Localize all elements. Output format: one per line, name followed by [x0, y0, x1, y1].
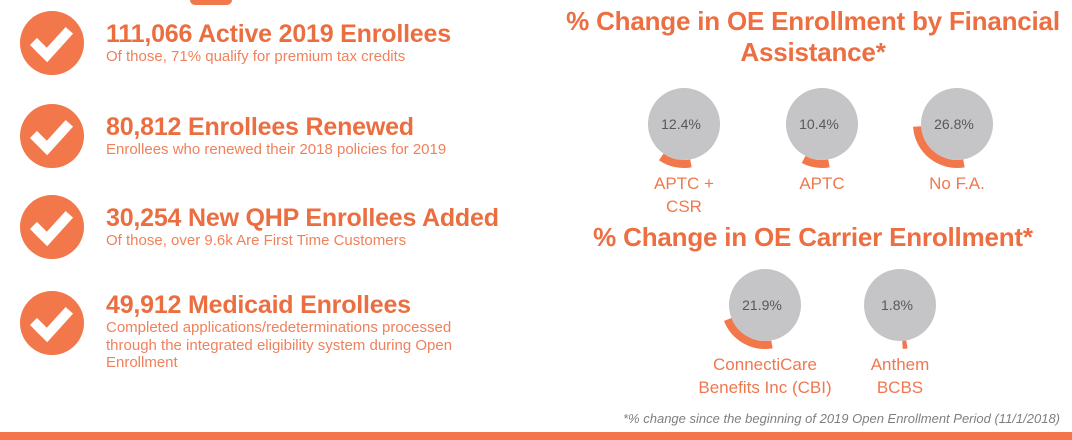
bottom-accent-bar [0, 432, 1072, 440]
checkmark-icon [20, 11, 84, 75]
stat-detail: Completed applications/redeterminations … [106, 319, 453, 371]
footnote: *% change since the beginning of 2019 Op… [623, 411, 1060, 426]
gauge-chart: 1.8% [864, 269, 936, 349]
checkmark-icon [20, 291, 84, 355]
gauge-label: APTC + CSR [654, 174, 714, 216]
stat-row-medicaid-enrollees: 49,912 Medicaid Enrollees Completed appl… [20, 291, 558, 372]
gauge-row-financial-assistance: 12.4% APTC + CSR 10.4% APTC 26.8% No F.A. [558, 82, 1068, 216]
gauge-circle [921, 88, 993, 160]
chart-title-financial-assistance: % Change in OE Enrollment by Financial A… [566, 6, 1060, 67]
stat-headline: 111,066 Active 2019 Enrollees [106, 20, 451, 49]
gauge-circle [864, 269, 936, 341]
gauge-label: No F.A. [929, 174, 985, 193]
gauge-value: 21.9% [742, 297, 782, 313]
gauge-chart: 21.9% [723, 269, 801, 349]
stat-headline: 49,912 Medicaid Enrollees [106, 291, 411, 319]
gauge-label: Anthem BCBS [870, 355, 930, 397]
stat-headline: 30,254 New QHP Enrollees Added [106, 204, 499, 233]
gauge-chart: 12.4% [648, 88, 720, 168]
stat-text: 49,912 Medicaid Enrollees Completed appl… [106, 291, 558, 372]
gauge-value: 26.8% [934, 116, 974, 132]
gauge-row-carrier-enrollment: 21.9% ConnectiCare Benefits Inc (CBI) 1.8%… [558, 263, 1068, 397]
stat-detail: Of those, over 9.6k Are First Time Custo… [106, 232, 407, 250]
gauge-circle [729, 269, 801, 341]
gauge-connecticare-benefits-inc-cbi: 21.9% ConnectiCare Benefits Inc (CBI) [680, 265, 850, 399]
stat-row-active-enrollees: 111,066 Active 2019 Enrollees Of those, … [20, 11, 558, 75]
gauge-anthem-bcbs: 1.8% Anthem BCBS [815, 265, 985, 399]
gauge-arc [658, 153, 692, 168]
cropped-shape-fragment [190, 0, 232, 5]
stat-text: 80,812 Enrollees Renewed Enrollees who r… [106, 113, 558, 159]
charts-column: % Change in OE Enrollment by Financial A… [558, 6, 1068, 397]
stat-detail: Enrollees who renewed their 2018 policie… [106, 141, 447, 159]
gauge-label: APTC [799, 174, 845, 193]
gauge-arc [913, 126, 965, 168]
gauge-value: 10.4% [799, 116, 839, 132]
gauge-circle [786, 88, 858, 160]
stat-detail: Of those, 71% qualify for premium tax cr… [106, 48, 406, 66]
gauge-arc [723, 317, 773, 349]
gauge-chart: 10.4% [786, 88, 858, 168]
chart-title-carrier-enrollment: % Change in OE Carrier Enrollment* [593, 222, 1033, 252]
gauge-aptc: 10.4% APTC [757, 84, 887, 195]
stat-text: 111,066 Active 2019 Enrollees Of those, … [106, 20, 558, 66]
stat-headline: 80,812 Enrollees Renewed [106, 113, 414, 142]
gauge-arc [902, 340, 908, 349]
stat-row-enrollees-renewed: 80,812 Enrollees Renewed Enrollees who r… [20, 104, 558, 168]
stat-text: 30,254 New QHP Enrollees Added Of those,… [106, 204, 558, 250]
gauge-aptc-csr: 12.4% APTC + CSR [619, 84, 749, 218]
gauge-chart: 26.8% [913, 88, 993, 168]
gauge-label: ConnectiCare Benefits Inc (CBI) [698, 355, 832, 397]
gauge-no-f-a: 26.8% No F.A. [892, 84, 1022, 195]
stat-row-new-qhp-enrollees: 30,254 New QHP Enrollees Added Of those,… [20, 195, 558, 259]
gauge-value: 1.8% [881, 297, 913, 313]
checkmark-icon [20, 104, 84, 168]
gauge-arc [801, 155, 830, 168]
gauge-circle [648, 88, 720, 160]
checkmark-icon [20, 195, 84, 259]
gauge-value: 12.4% [661, 116, 701, 132]
